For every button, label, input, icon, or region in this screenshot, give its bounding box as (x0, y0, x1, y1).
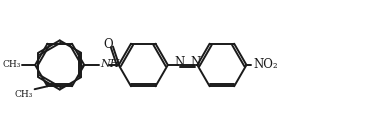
Text: CH₃: CH₃ (2, 61, 20, 70)
Text: N: N (190, 56, 200, 68)
Text: NH: NH (100, 59, 119, 69)
Text: N: N (175, 56, 185, 68)
Text: NO₂: NO₂ (253, 58, 278, 71)
Text: CH₃: CH₃ (14, 90, 33, 99)
Text: O: O (103, 38, 113, 51)
